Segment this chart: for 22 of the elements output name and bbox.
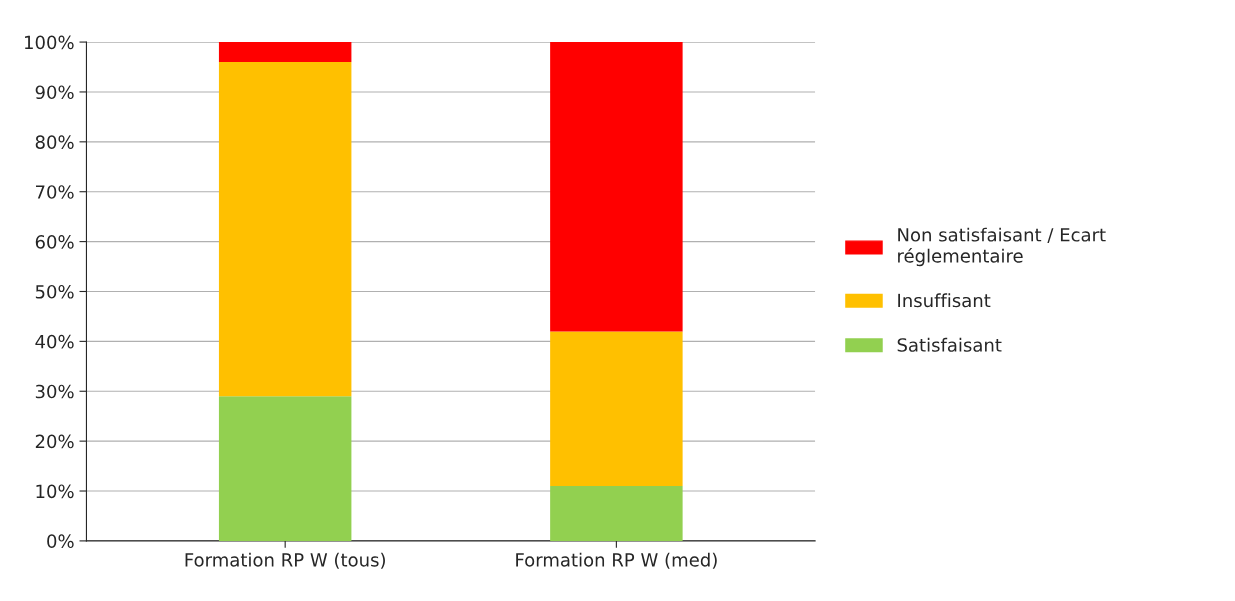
bar <box>218 42 352 63</box>
y-tick-label: 70% <box>35 185 74 199</box>
y-tick-label: 60% <box>35 235 74 249</box>
y-tick-label: 10% <box>36 484 74 499</box>
legend-label: Satisfaisant <box>897 337 1002 352</box>
bar <box>218 62 352 397</box>
bar <box>550 486 683 541</box>
y-tick-label: 30% <box>35 384 74 399</box>
bar <box>550 331 683 487</box>
y-tick-label: 40% <box>35 334 74 349</box>
legend-label: Non satisfaisant / Ecart réglementaire <box>898 227 1106 267</box>
x-tick-label: Formation RP W (tous) <box>185 552 385 569</box>
y-tick-label: 0% <box>47 534 74 549</box>
y-tick-label: 20% <box>35 434 74 449</box>
y-tick-label: 100% <box>25 35 74 50</box>
y-tick-label: 50% <box>35 284 74 299</box>
legend-label: Insuffisant <box>898 293 991 308</box>
y-tick-label: 90% <box>35 85 74 100</box>
y-tick-label: 80% <box>35 135 74 149</box>
bar <box>218 396 352 541</box>
bar <box>550 42 683 332</box>
x-tick-label: Formation RP W (med) <box>516 552 717 569</box>
